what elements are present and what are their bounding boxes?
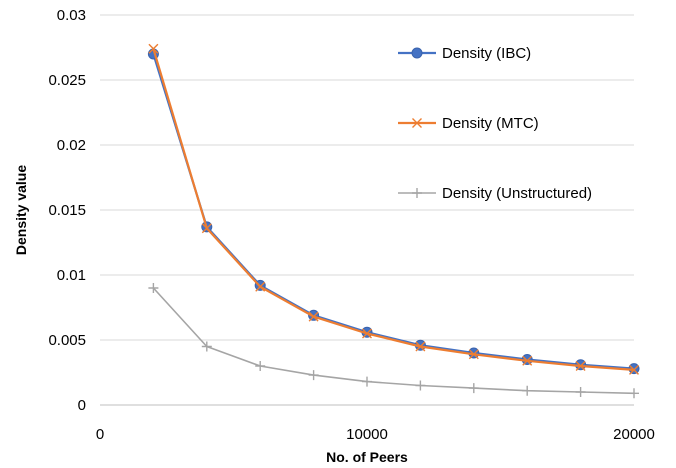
legend: Density (IBC) Density (MTC) Density (Unstr… xyxy=(398,45,592,202)
x-tick-label: 10000 xyxy=(346,426,388,443)
legend-item-1: Density (MTC) xyxy=(398,115,539,132)
x-tick-label: 20000 xyxy=(613,426,655,443)
data-point xyxy=(468,349,479,360)
series-line-2 xyxy=(152,287,635,395)
data-point xyxy=(415,380,426,391)
data-point xyxy=(575,361,586,371)
data-point xyxy=(522,355,533,366)
data-point xyxy=(468,383,479,394)
data-point xyxy=(415,341,426,352)
legend-item-2: Density (Unstructured) xyxy=(398,185,592,202)
gridlines xyxy=(100,14,634,406)
legend-marker xyxy=(412,188,422,198)
data-point xyxy=(362,376,372,387)
y-tick-label: 0.02 xyxy=(57,137,86,154)
legend-item-0: Density (IBC) xyxy=(398,45,531,62)
data-point xyxy=(201,341,212,352)
legend-label: Density (IBC) xyxy=(442,45,531,62)
series-2 xyxy=(148,283,639,399)
series-line-1 xyxy=(152,48,635,371)
series-line-0 xyxy=(152,53,635,370)
y-axis-ticks: 0 0.005 0.01 0.015 0.02 0.025 0.03 xyxy=(48,7,86,414)
data-point xyxy=(148,283,159,293)
data-point xyxy=(148,43,159,54)
y-axis-title: Density value xyxy=(13,165,29,255)
data-series xyxy=(147,43,640,399)
data-point xyxy=(308,311,319,322)
data-point xyxy=(201,223,212,234)
x-axis-title: No. of Peers xyxy=(326,449,408,465)
y-tick-label: 0.015 xyxy=(48,202,86,219)
legend-marker xyxy=(412,118,422,128)
data-point xyxy=(255,281,266,292)
y-tick-label: 0.01 xyxy=(57,267,86,284)
x-tick-label: 0 xyxy=(96,426,104,443)
data-point xyxy=(629,364,639,375)
data-point xyxy=(362,328,372,339)
y-tick-label: 0.03 xyxy=(57,7,86,24)
x-axis-ticks: 0 10000 20000 xyxy=(96,426,655,443)
data-point xyxy=(522,385,533,396)
series-0 xyxy=(147,48,640,375)
data-point xyxy=(575,387,586,397)
series-1 xyxy=(148,43,639,375)
legend-marker xyxy=(411,47,423,59)
y-tick-label: 0 xyxy=(78,397,86,414)
data-point xyxy=(629,388,639,399)
legend-label: Density (Unstructured) xyxy=(442,185,592,202)
y-tick-label: 0.005 xyxy=(48,332,86,349)
y-tick-label: 0.025 xyxy=(48,72,86,89)
data-point xyxy=(255,361,266,371)
data-point xyxy=(308,370,319,381)
legend-label: Density (MTC) xyxy=(442,115,539,132)
